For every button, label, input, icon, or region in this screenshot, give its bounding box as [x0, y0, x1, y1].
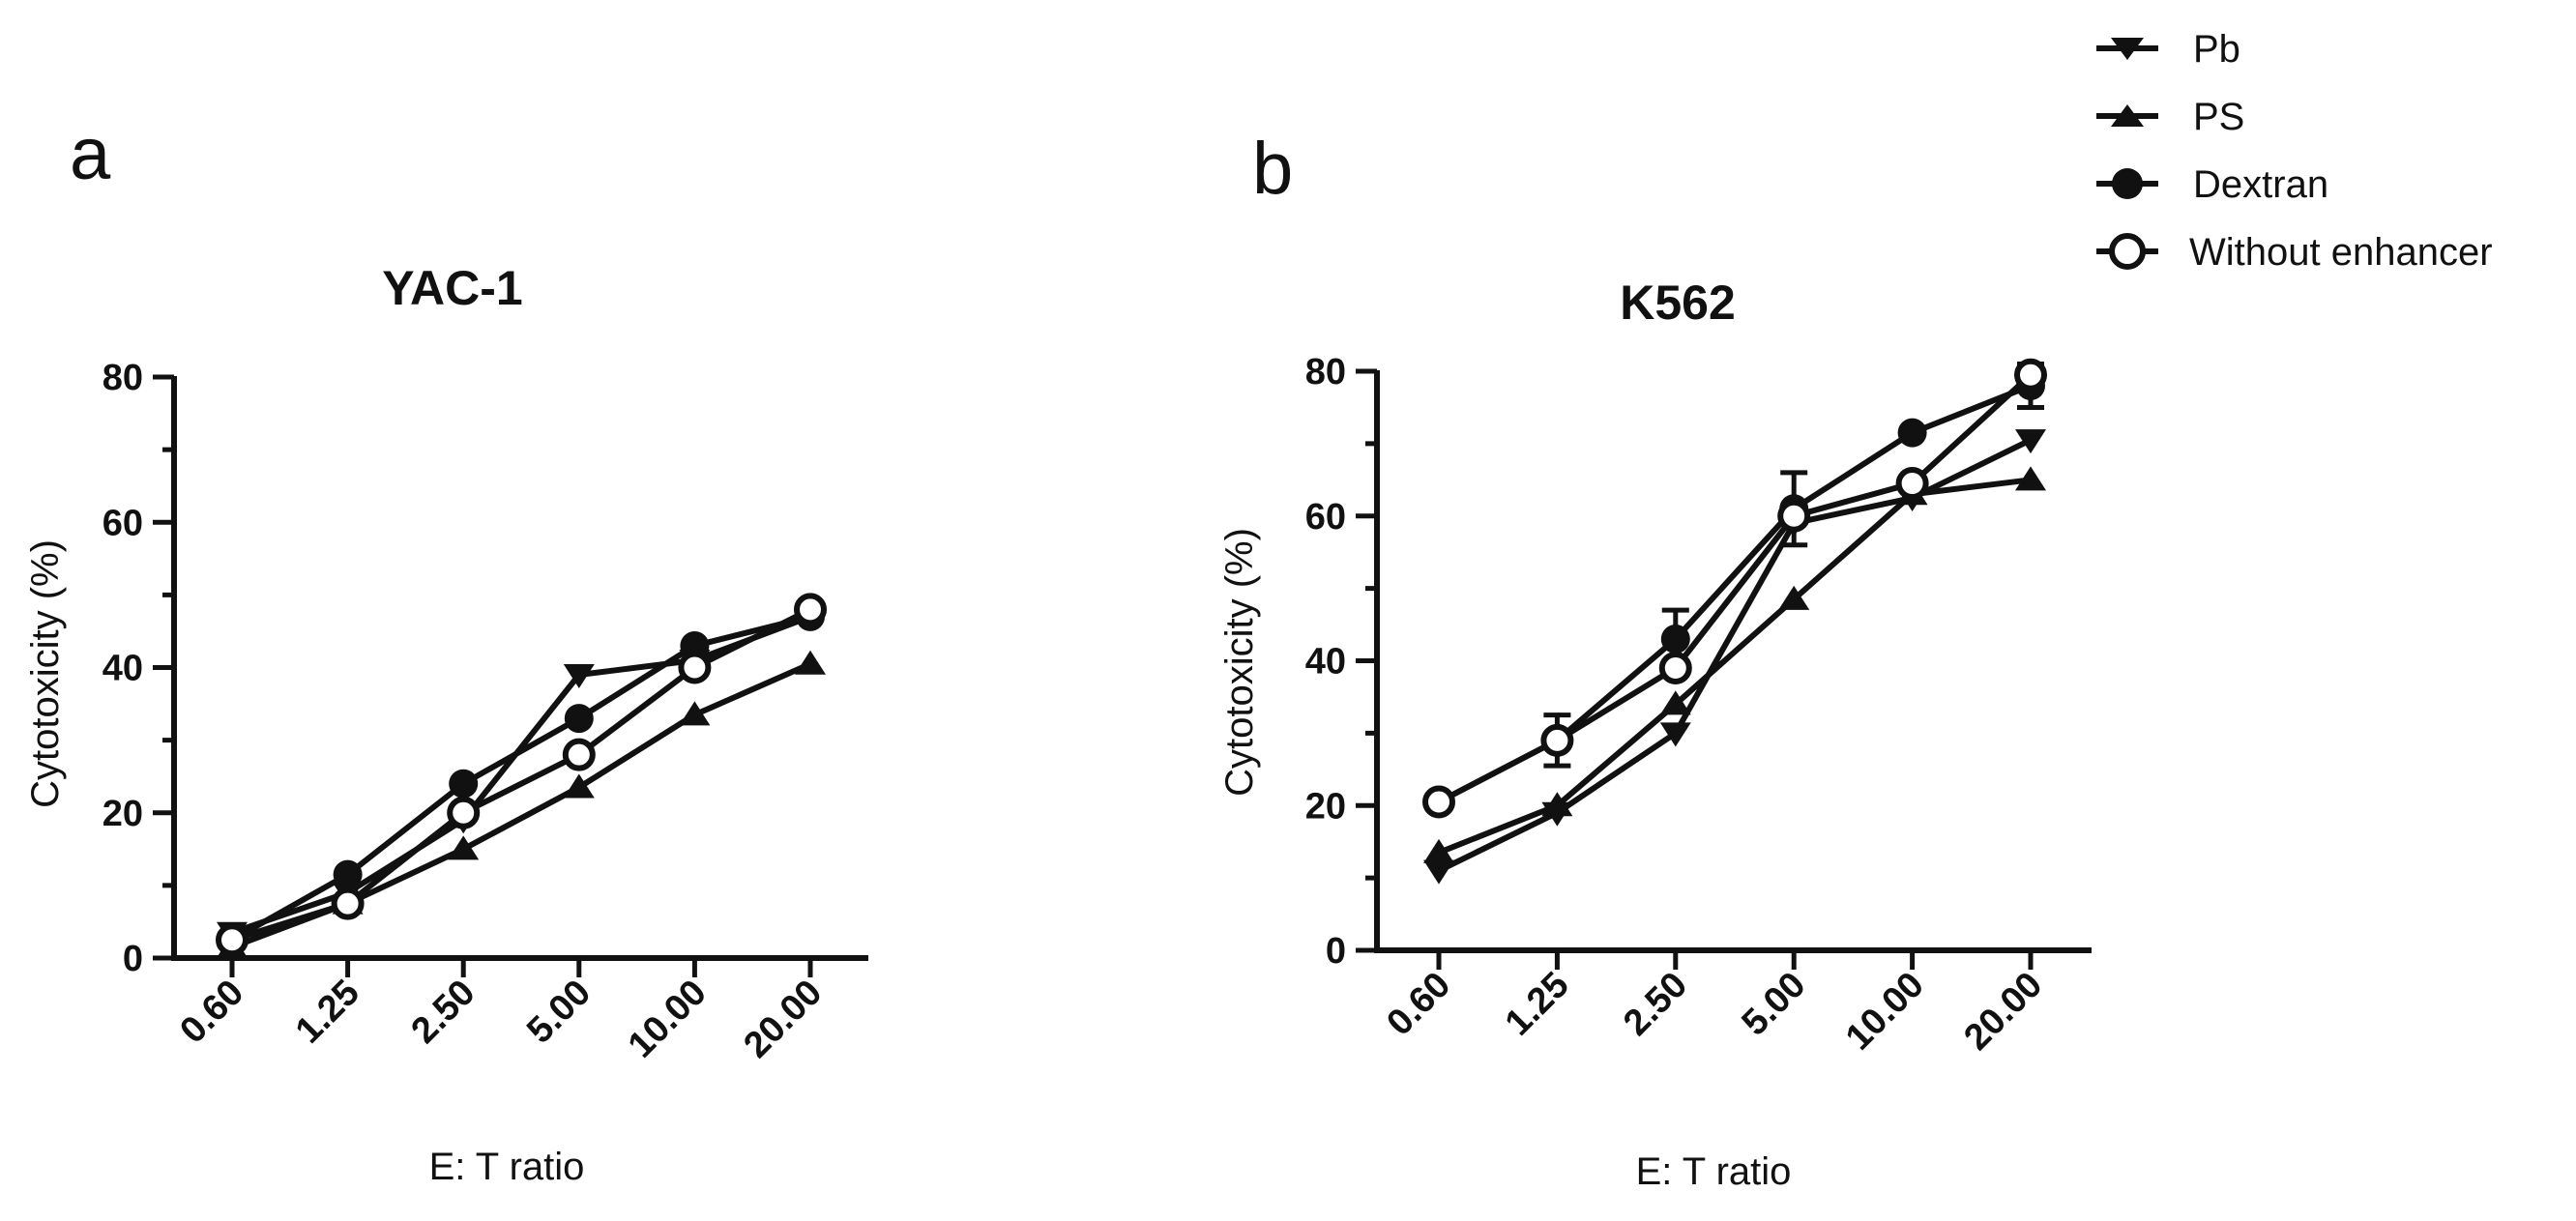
data-point-pb	[1541, 801, 1573, 827]
series-line-dextran	[230, 614, 811, 943]
legend-label-ps: PS	[2193, 96, 2244, 138]
x-tick-label: 2.50	[404, 973, 483, 1052]
data-point-without-enhancer	[1895, 467, 1929, 501]
data-point-without-enhancer	[216, 923, 249, 957]
data-point-ps	[563, 773, 595, 799]
chart-title-k562: K562	[1620, 276, 1736, 330]
y-tick-label: 0	[123, 939, 143, 979]
y-tick-label: 80	[1305, 352, 1346, 392]
data-point-ps	[1423, 838, 1454, 863]
y-axis-label-yac1: Cytotoxicity (%)	[24, 539, 67, 808]
data-point-dextran	[1660, 625, 1690, 654]
data-point-ps	[1778, 585, 1810, 610]
data-point-without-enhancer	[1422, 785, 1455, 819]
x-tick-label: 5.00	[519, 973, 599, 1052]
data-point-ps	[1659, 690, 1691, 715]
x-tick-label: 20.00	[736, 973, 830, 1066]
data-point-without-enhancer	[1777, 499, 1811, 533]
legend-label-without-enhancer: Without enhancer	[2189, 231, 2493, 274]
y-axis-label-k562: Cytotoxicity (%)	[1218, 528, 1261, 797]
data-point-dextran	[449, 769, 479, 799]
series-line-pb	[1437, 437, 2033, 874]
y-tick-label: 80	[102, 358, 143, 398]
data-point-without-enhancer	[562, 738, 596, 771]
x-tick-label: 0.60	[1379, 965, 1458, 1044]
data-point-ps	[448, 835, 480, 860]
filled-circle-icon	[2112, 168, 2143, 199]
x-axis-label-yac1: E: T ratio	[429, 1146, 585, 1188]
data-point-ps	[2015, 466, 2046, 491]
y-tick-label: 40	[1305, 642, 1346, 683]
plot-k562: 0 20 40 60 80 0.60 1.25 2.50 5.00 10.00 20.00	[1305, 352, 2092, 1059]
data-point-ps	[679, 701, 711, 726]
open-circle-icon	[2109, 233, 2146, 270]
x-tick-label: 2.50	[1616, 965, 1695, 1044]
y-tick-label: 20	[1305, 786, 1346, 827]
triangle-up-icon	[2111, 104, 2144, 127]
panel-letter-a: a	[70, 113, 111, 195]
plot-yac1: 0 20 40 60 80 0.60 1.25 2.50 5.00 10.00 20.00	[102, 358, 868, 1066]
legend-item-without-enhancer: Without enhancer	[2096, 231, 2493, 274]
x-tick-label: 5.00	[1735, 965, 1814, 1044]
data-point-without-enhancer	[447, 796, 481, 829]
data-point-without-enhancer	[678, 651, 712, 684]
data-point-dextran	[333, 859, 363, 889]
x-tick-label: 20.00	[1956, 965, 2050, 1059]
x-tick-label: 0.60	[172, 973, 251, 1052]
data-point-pb	[563, 664, 595, 689]
panel-letter-b: b	[1252, 128, 1293, 210]
series-line-without-enhancer	[231, 606, 812, 944]
legend-item-dextran: Dextran	[2096, 163, 2328, 206]
y-tick-label: 40	[102, 649, 143, 689]
x-tick-label: 10.00	[621, 973, 715, 1066]
data-point-without-enhancer	[1540, 723, 1574, 757]
triangle-down-icon	[2111, 38, 2144, 60]
legend-label-pb: Pb	[2193, 28, 2240, 71]
x-axis-label-k562: E: T ratio	[1636, 1150, 1792, 1193]
series-line-without-enhancer	[1437, 372, 2034, 805]
legend-item-pb: Pb	[2096, 28, 2240, 71]
data-point-pb	[1659, 722, 1691, 747]
data-point-without-enhancer	[1658, 651, 1692, 684]
data-point-dextran	[564, 704, 594, 734]
legend-item-ps: PS	[2096, 96, 2244, 138]
data-point-without-enhancer	[2014, 358, 2047, 392]
data-point-pb	[1423, 859, 1454, 885]
x-tick-label: 10.00	[1838, 965, 1932, 1059]
y-tick-label: 60	[1305, 497, 1346, 538]
data-point-dextran	[1897, 418, 1927, 448]
data-point-without-enhancer	[331, 887, 365, 920]
x-tick-label: 1.25	[288, 973, 367, 1052]
series-line-pb	[231, 614, 812, 936]
y-tick-label: 0	[1326, 931, 1346, 972]
legend-label-dextran: Dextran	[2193, 163, 2328, 206]
data-point-pb	[2015, 429, 2046, 454]
series-line-ps	[1437, 477, 2032, 856]
chart-title-yac1: YAC-1	[382, 261, 522, 315]
x-tick-label: 1.25	[1498, 965, 1577, 1044]
y-tick-label: 20	[102, 794, 143, 834]
data-point-ps	[795, 650, 826, 675]
legend: Pb PS Dextran Without enhancer	[2096, 28, 2493, 274]
data-point-without-enhancer	[794, 593, 827, 626]
y-tick-label: 60	[102, 503, 143, 543]
